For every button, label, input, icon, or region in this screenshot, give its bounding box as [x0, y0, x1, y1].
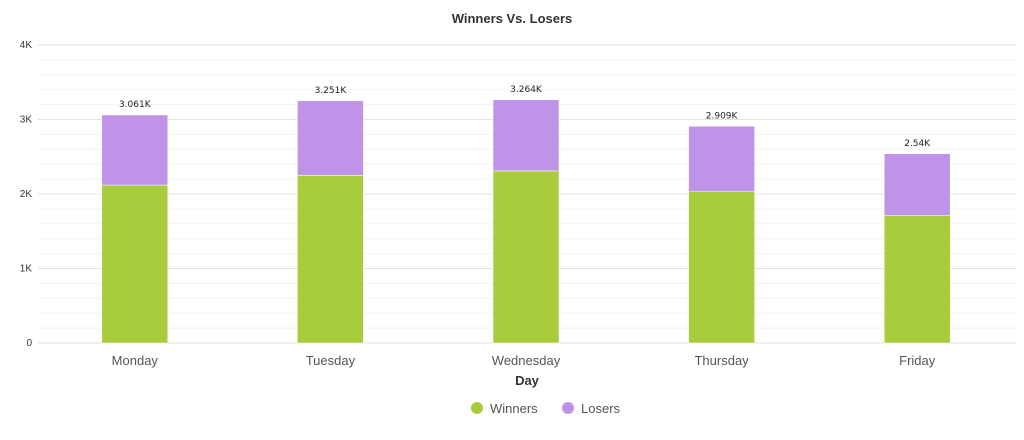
bar-winners-wednesday[interactable]: [492, 170, 560, 344]
total-data-label: 2.54K: [904, 139, 931, 149]
y-tick-label: 0: [26, 338, 32, 349]
total-data-label: 3.251K: [315, 86, 348, 96]
bar-losers-wednesday[interactable]: [492, 99, 560, 172]
bar-winners-tuesday[interactable]: [297, 175, 364, 344]
chart-title: Winners Vs. Losers: [452, 11, 573, 26]
bar-winners-thursday[interactable]: [688, 191, 755, 344]
y-tick-label: 2K: [20, 189, 33, 200]
total-data-label: 3.264K: [510, 85, 543, 95]
data-labels: 3.061K 3.251K 3.264K 2.909K 2.54K: [119, 85, 931, 149]
bar-losers-tuesday[interactable]: [297, 100, 364, 176]
bar-winners-monday[interactable]: [101, 184, 169, 344]
y-tick-label: 4K: [20, 40, 33, 51]
y-tick-label: 1K: [20, 264, 33, 275]
legend[interactable]: Winners Losers: [471, 401, 621, 416]
x-tick-label: Friday: [899, 353, 936, 368]
x-tick-label: Monday: [112, 353, 159, 368]
legend-label: Winners: [490, 401, 538, 416]
total-data-label: 3.061K: [119, 100, 152, 110]
bar-winners-friday[interactable]: [883, 215, 951, 344]
total-data-label: 2.909K: [706, 111, 739, 121]
bar-losers-friday[interactable]: [883, 153, 951, 216]
x-axis: Monday Tuesday Wednesday Thursday Friday: [112, 353, 936, 368]
legend-item-winners[interactable]: Winners: [471, 401, 538, 416]
y-axis: 0 1K 2K 3K 4K: [20, 40, 33, 349]
legend-item-losers[interactable]: Losers: [562, 401, 621, 416]
bar-losers-thursday[interactable]: [688, 126, 755, 193]
bars: [101, 99, 951, 344]
legend-marker: [562, 402, 574, 414]
x-tick-label: Tuesday: [306, 353, 356, 368]
bar-losers-monday[interactable]: [101, 114, 169, 186]
x-tick-label: Thursday: [694, 353, 749, 368]
x-tick-label: Wednesday: [492, 353, 561, 368]
legend-label: Losers: [581, 401, 621, 416]
legend-marker: [471, 402, 483, 414]
x-axis-title: Day: [515, 373, 540, 388]
y-tick-label: 3K: [20, 115, 33, 126]
